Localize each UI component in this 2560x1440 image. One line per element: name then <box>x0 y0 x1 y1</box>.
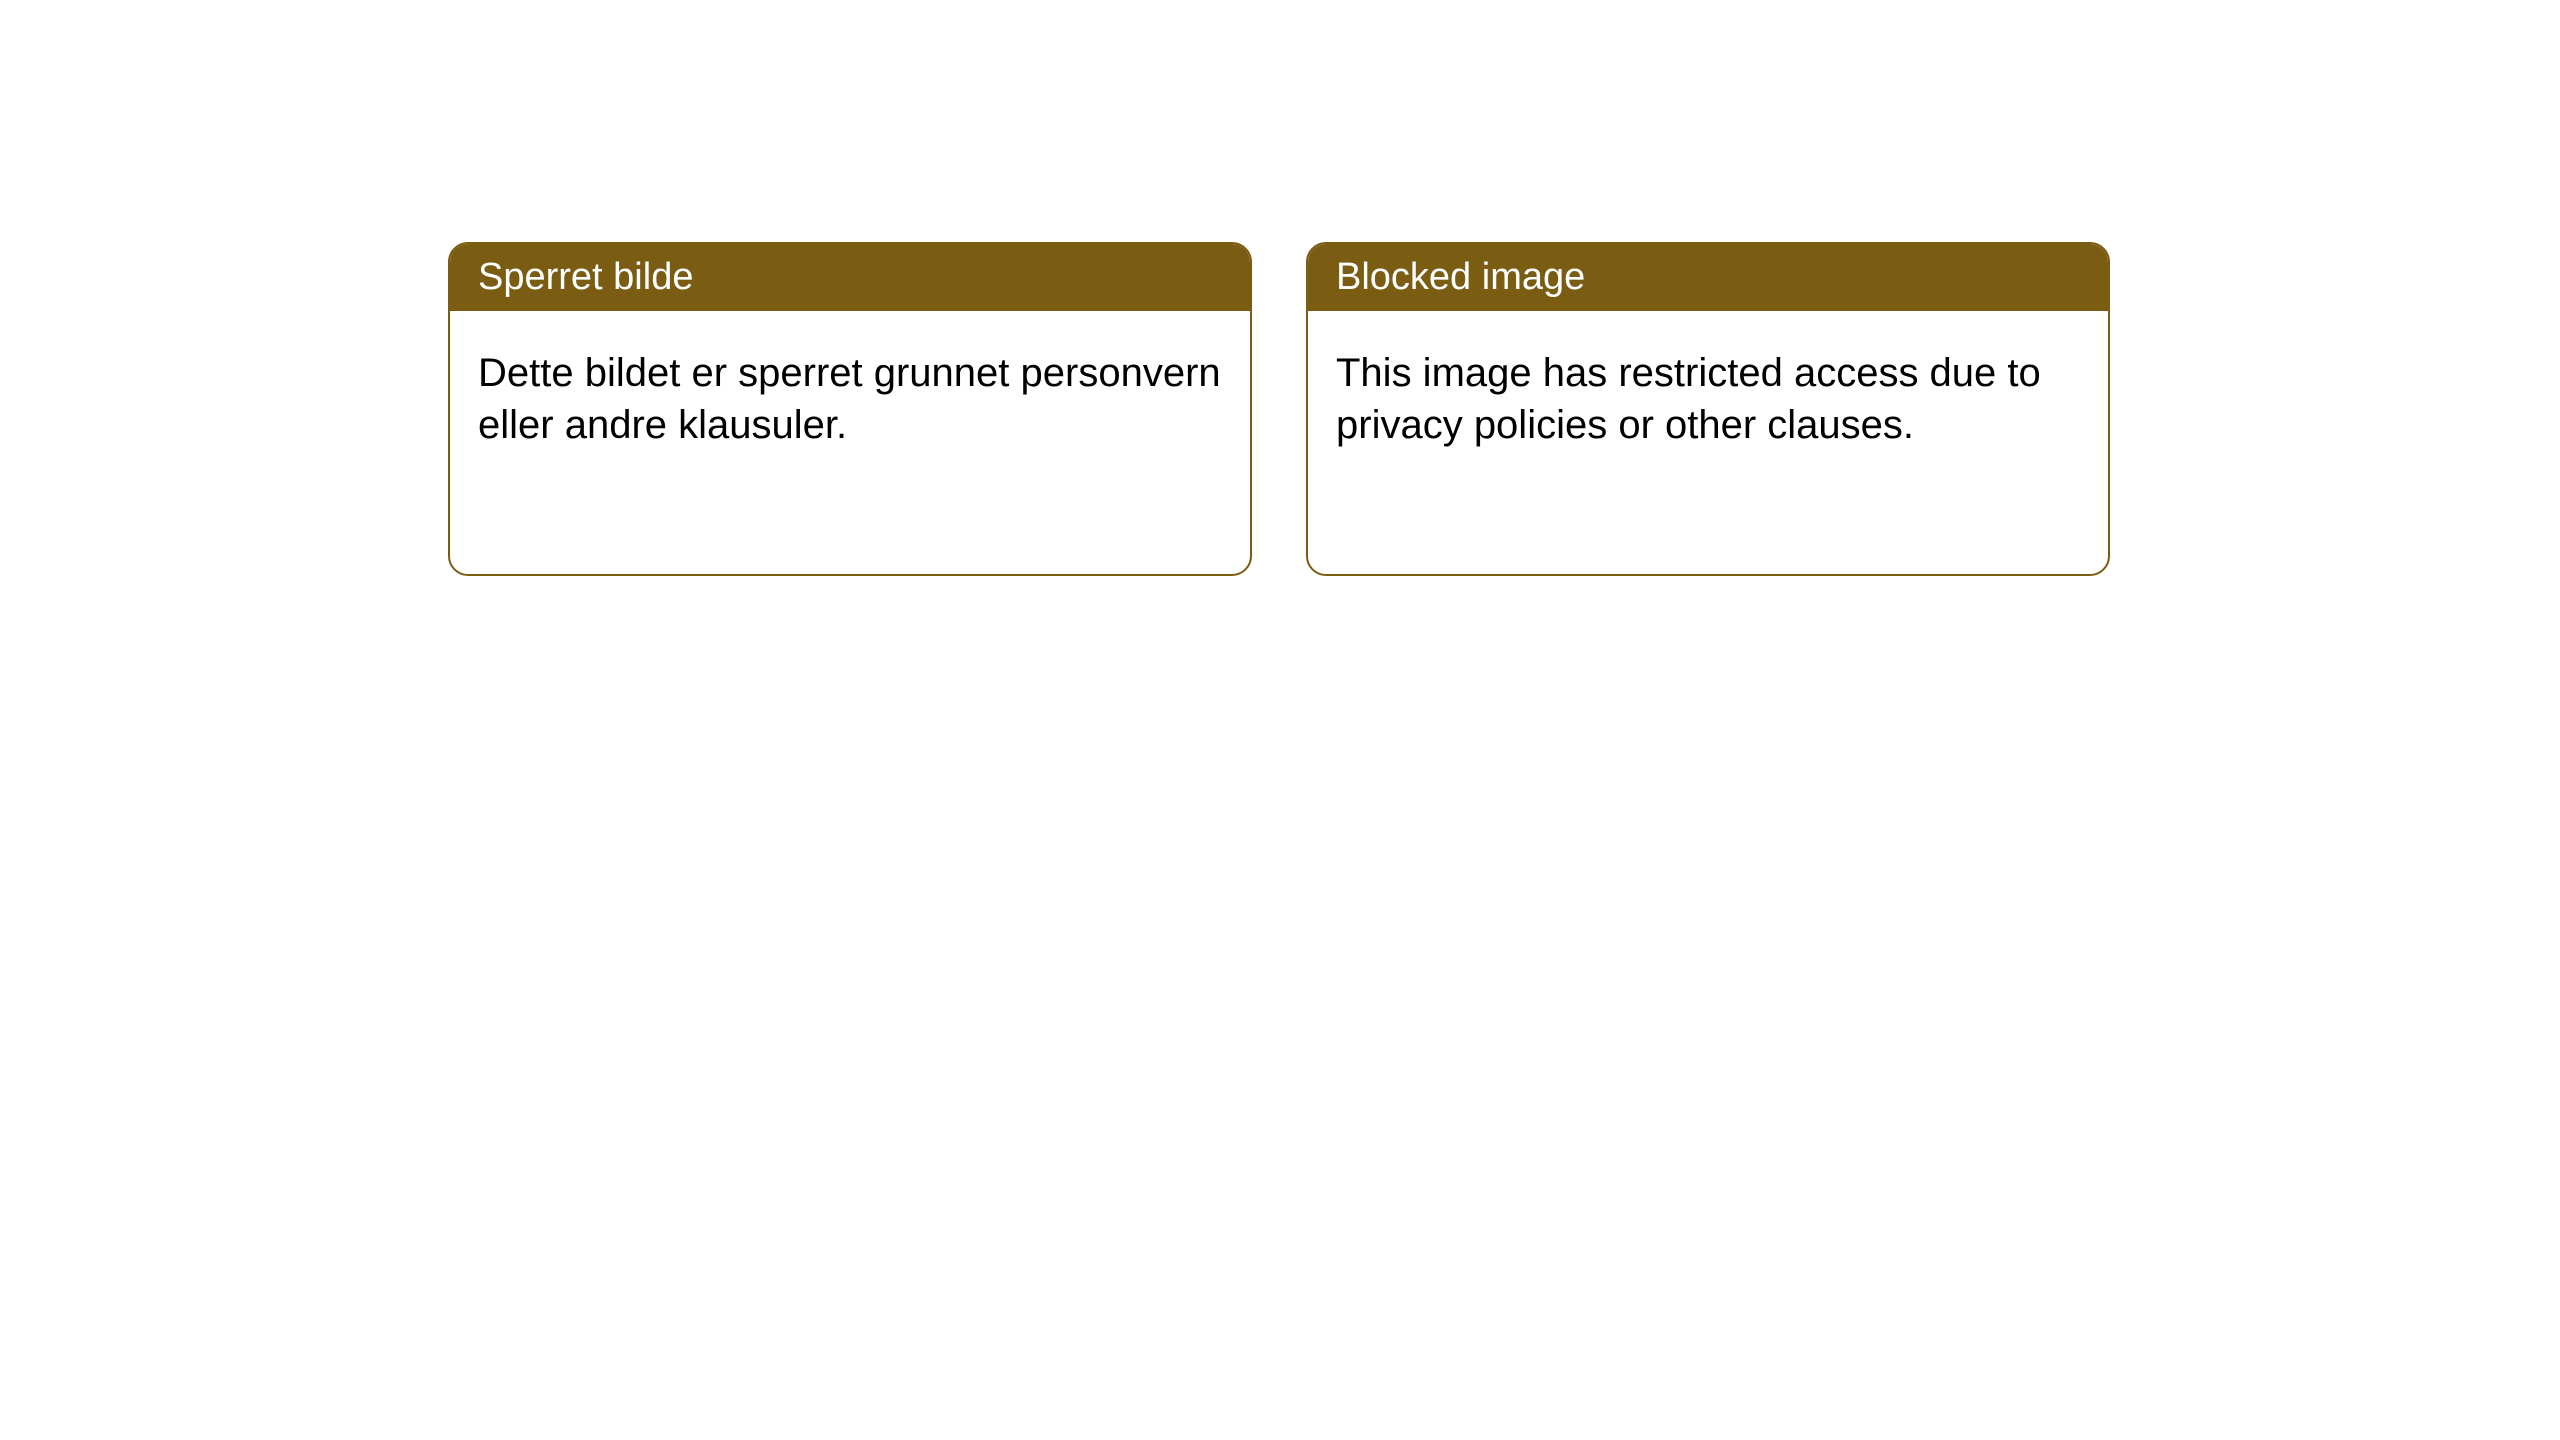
notice-header: Blocked image <box>1308 244 2108 311</box>
notice-body: This image has restricted access due to … <box>1308 311 2108 487</box>
notice-card-norwegian: Sperret bilde Dette bildet er sperret gr… <box>448 242 1252 576</box>
notice-container: Sperret bilde Dette bildet er sperret gr… <box>448 242 2110 576</box>
notice-body-text: This image has restricted access due to … <box>1336 351 2041 447</box>
notice-title: Blocked image <box>1336 256 1585 298</box>
notice-header: Sperret bilde <box>450 244 1250 311</box>
notice-card-english: Blocked image This image has restricted … <box>1306 242 2110 576</box>
notice-body: Dette bildet er sperret grunnet personve… <box>450 311 1250 487</box>
notice-title: Sperret bilde <box>478 256 693 298</box>
notice-body-text: Dette bildet er sperret grunnet personve… <box>478 351 1221 447</box>
